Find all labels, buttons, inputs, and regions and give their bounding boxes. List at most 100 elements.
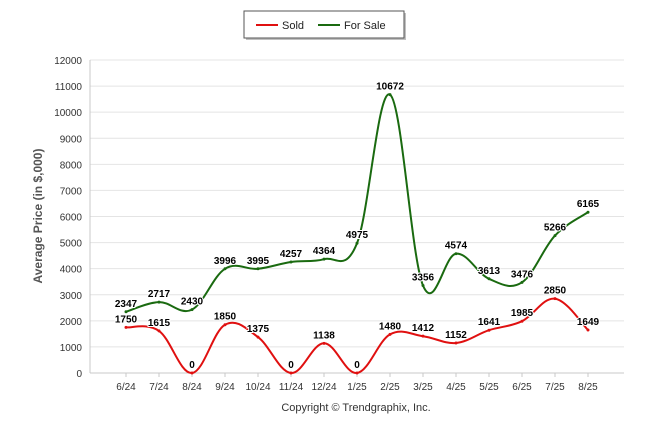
data-label-for-sale: 4257 (280, 249, 303, 260)
data-point-for-sale (421, 283, 425, 287)
data-point-for-sale (487, 277, 491, 281)
x-tick-label: 6/24 (116, 382, 136, 393)
y-tick-label: 3000 (60, 291, 83, 302)
data-label-sold: 1138 (313, 330, 335, 341)
data-label-for-sale: 2347 (115, 299, 138, 310)
x-tick-label: 9/24 (215, 382, 235, 393)
data-point-sold (553, 297, 557, 301)
y-tick-label: 4000 (60, 265, 83, 276)
series-lines (124, 93, 590, 375)
series-line-for-sale (125, 93, 589, 313)
y-axis-title: Average Price (in $,000) (31, 149, 45, 284)
y-tick-label: 1000 (60, 343, 83, 354)
data-point-sold (289, 371, 293, 375)
data-label-for-sale: 4975 (346, 230, 369, 241)
x-tick-label: 8/24 (182, 382, 202, 393)
data-label-sold: 1641 (478, 317, 501, 328)
y-tick-label: 10000 (54, 108, 82, 119)
data-point-for-sale (256, 267, 260, 271)
data-point-for-sale (124, 310, 128, 314)
x-axis-ticks: 6/24 7/24 8/24 9/24 10/24 11/24 12/24 1/25 2/25 3… (116, 373, 598, 393)
y-axis-ticks: 0 1000 2000 3000 4000 5000 6000 7000 8000 9000 100… (54, 56, 82, 380)
y-tick-label: 0 (76, 369, 82, 380)
y-tick-label: 11000 (55, 82, 83, 93)
data-point-sold (322, 341, 326, 345)
data-label-sold: 1750 (115, 314, 138, 325)
legend-label-for-sale: For Sale (344, 20, 386, 32)
data-point-for-sale (586, 210, 590, 214)
data-label-for-sale: 3613 (478, 266, 501, 277)
data-label-for-sale: 10672 (376, 82, 404, 93)
x-tick-label: 11/24 (279, 382, 304, 393)
y-tick-label: 2000 (60, 317, 83, 328)
data-point-sold (520, 319, 524, 323)
data-label-sold: 1615 (148, 318, 171, 329)
data-point-sold (421, 334, 425, 338)
data-label-sold: 0 (189, 360, 195, 371)
x-tick-label: 7/24 (149, 382, 169, 393)
data-point-for-sale (454, 252, 458, 256)
data-point-sold (256, 335, 260, 339)
x-tick-label: 4/25 (446, 382, 466, 393)
data-point-sold (124, 325, 128, 329)
data-point-for-sale (388, 93, 392, 97)
data-label-sold: 0 (354, 360, 360, 371)
data-label-for-sale: 5266 (544, 223, 567, 234)
data-label-sold: 1152 (445, 330, 467, 341)
data-point-sold (223, 323, 227, 327)
data-label-for-sale: 3995 (247, 256, 270, 267)
legend-label-sold: Sold (282, 20, 304, 32)
data-label-sold: 2850 (544, 286, 567, 297)
y-tick-label: 12000 (54, 56, 82, 67)
data-label-sold: 0 (288, 360, 294, 371)
copyright-text: Copyright © Trendgraphix, Inc. (281, 402, 430, 414)
data-point-for-sale (190, 308, 194, 312)
data-point-for-sale (157, 300, 161, 304)
data-point-sold (586, 328, 590, 332)
x-tick-label: 8/25 (578, 382, 598, 393)
data-label-sold: 1375 (247, 324, 270, 335)
data-labels: 1750 1615 0 1850 1375 0 1138 0 1480 1412 1152 1641 1… (114, 81, 601, 372)
x-tick-label: 5/25 (479, 382, 499, 393)
x-tick-label: 6/25 (512, 382, 532, 393)
data-point-sold (355, 371, 359, 375)
data-label-sold: 1649 (577, 317, 600, 328)
x-tick-label: 10/24 (245, 382, 270, 393)
y-tick-label: 9000 (60, 134, 83, 145)
y-tick-label: 8000 (60, 160, 83, 171)
data-point-for-sale (520, 280, 524, 284)
x-tick-label: 3/25 (413, 382, 433, 393)
data-label-for-sale: 3996 (214, 256, 237, 267)
y-tick-label: 7000 (60, 186, 83, 197)
data-point-sold (487, 328, 491, 332)
data-point-sold (388, 332, 392, 336)
data-label-sold: 1412 (412, 323, 435, 334)
data-label-for-sale: 2717 (148, 289, 171, 300)
data-label-for-sale: 4364 (313, 246, 336, 257)
data-point-sold (157, 329, 161, 333)
data-point-sold (454, 341, 458, 345)
data-label-sold: 1480 (379, 321, 402, 332)
data-point-for-sale (553, 234, 557, 238)
y-tick-label: 6000 (60, 213, 83, 224)
x-tick-label: 7/25 (545, 382, 565, 393)
gridlines (90, 59, 624, 348)
data-label-for-sale: 4574 (445, 241, 468, 252)
data-label-for-sale: 3356 (412, 272, 435, 283)
data-point-for-sale (355, 241, 359, 245)
data-label-for-sale: 6165 (577, 199, 600, 210)
data-label-for-sale: 2430 (181, 297, 204, 308)
data-label-for-sale: 3476 (511, 269, 534, 280)
y-tick-label: 5000 (60, 239, 83, 250)
data-label-sold: 1985 (511, 308, 534, 319)
legend: Sold For Sale (243, 10, 406, 40)
x-tick-label: 1/25 (347, 382, 367, 393)
data-point-sold (190, 371, 194, 375)
data-point-for-sale (289, 260, 293, 264)
data-point-for-sale (322, 257, 326, 261)
data-point-for-sale (223, 267, 227, 271)
data-label-sold: 1850 (214, 312, 237, 323)
x-tick-label: 12/24 (311, 382, 336, 393)
x-tick-label: 2/25 (380, 382, 400, 393)
